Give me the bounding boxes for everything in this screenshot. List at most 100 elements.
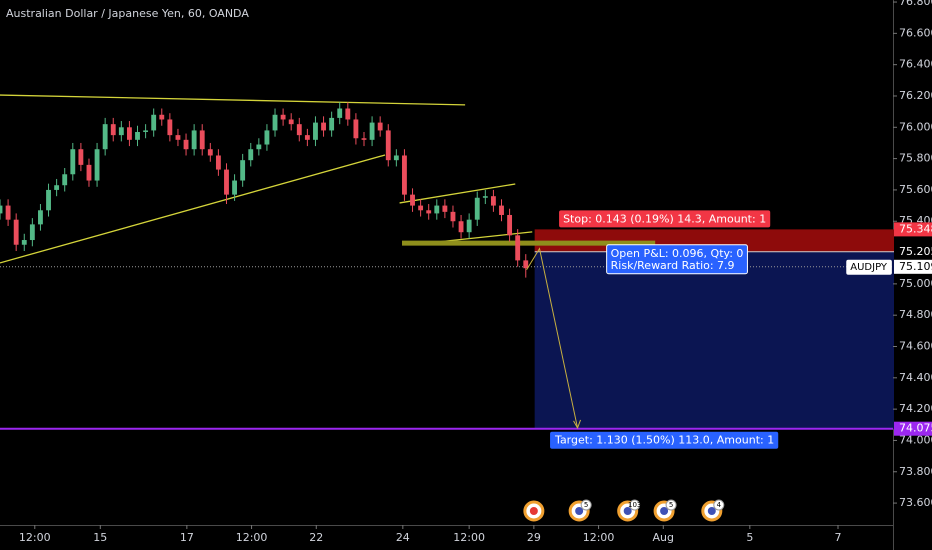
- candle-body: [175, 135, 181, 140]
- x-tick-label: 12:00: [236, 531, 268, 544]
- event-badge: [713, 499, 725, 511]
- target-label-box: [550, 431, 779, 449]
- candle-body: [224, 169, 229, 195]
- pnl-box: [606, 244, 748, 275]
- candle-body: [385, 130, 391, 161]
- x-tick-label: 15: [93, 531, 107, 544]
- price-tag: 75.109: [899, 260, 932, 273]
- target-label-group: Target: 1.130 (1.50%) 113.0, Amount: 1: [550, 431, 779, 449]
- candle-body: [5, 205, 11, 220]
- candle-body: [264, 130, 270, 145]
- y-tick-label: 73.800: [899, 465, 932, 478]
- candle-body: [393, 155, 399, 161]
- candle-body: [482, 196, 488, 198]
- candle-body: [345, 108, 351, 120]
- y-tick-label: 74.200: [899, 402, 932, 415]
- candle-body: [151, 114, 157, 131]
- candle-body: [458, 221, 464, 233]
- x-tick-label: 7: [834, 531, 841, 544]
- candle-body: [0, 205, 3, 214]
- event-count: 4: [717, 501, 722, 509]
- target-label: Target: 1.130 (1.50%) 113.0, Amount: 1: [554, 434, 774, 447]
- candle-body: [207, 149, 213, 156]
- candle-body: [272, 114, 278, 131]
- candle-body: [135, 131, 140, 140]
- y-tick-label: 75.000: [899, 277, 932, 290]
- candle-body: [304, 135, 310, 140]
- event-dot: [529, 507, 538, 515]
- y-tick-label: 75.600: [899, 183, 932, 196]
- candle-body: [288, 119, 294, 125]
- ratio-label: Risk/Reward Ratio: 7.9: [611, 259, 735, 272]
- price-axis-bg: [894, 0, 932, 550]
- candle-body: [321, 122, 326, 131]
- event-badge: [629, 499, 641, 511]
- candle-body: [143, 130, 149, 132]
- candle-body: [70, 149, 76, 175]
- candle-body: [256, 144, 262, 150]
- candle-body: [450, 211, 456, 222]
- price-tag-box: [894, 421, 932, 436]
- candle-body: [54, 185, 60, 190]
- candle-body: [353, 119, 359, 139]
- candle-body: [507, 214, 513, 236]
- candle-body: [499, 205, 504, 215]
- x-tick-label: Aug: [653, 531, 674, 544]
- event-dot: [623, 507, 632, 515]
- y-tick-label: 76.600: [899, 26, 932, 39]
- y-tick-label: 75.800: [899, 152, 932, 165]
- y-tick-label: 73.600: [899, 496, 932, 509]
- candle-body: [167, 119, 173, 136]
- stop-label-group: Stop: 0.143 (0.19%) 14.3, Amount: 1: [559, 210, 771, 228]
- x-tick-label: 29: [527, 531, 541, 544]
- candle-body: [280, 114, 286, 120]
- candle-body: [110, 124, 116, 136]
- candle-body: [442, 205, 448, 212]
- y-tick-label: 76.400: [899, 58, 932, 71]
- event-badge: [665, 499, 677, 511]
- candle-body: [191, 130, 197, 150]
- candle-body: [515, 235, 521, 261]
- candle-body: [199, 130, 205, 150]
- candle-body: [369, 122, 375, 140]
- candle-body: [329, 117, 335, 131]
- event-count: 103: [628, 501, 641, 509]
- trendline: [399, 183, 516, 204]
- candle-body: [21, 240, 27, 245]
- projection-arrow: [526, 247, 579, 429]
- candle-body: [377, 122, 383, 131]
- candle-body: [86, 164, 92, 181]
- x-tick-label: 12:00: [583, 531, 615, 544]
- x-tick-label: 17: [180, 531, 194, 544]
- y-tick-label: 74.800: [899, 308, 932, 321]
- symbol-label-group: AUDJPY: [846, 259, 892, 275]
- symbol-label-box: [846, 259, 892, 275]
- pnl-label: Open P&L: 0.096, Qty: 0: [611, 247, 744, 260]
- candle-body: [426, 210, 432, 214]
- trendline: [0, 94, 466, 106]
- candle-body: [38, 210, 43, 225]
- price-tag-box: [894, 259, 932, 274]
- candle-body: [240, 160, 246, 181]
- candle-body: [215, 155, 221, 170]
- chart-title: Australian Dollar / Japanese Yen, 60, OA…: [6, 7, 249, 20]
- candle-body: [29, 224, 35, 241]
- price-tag: 75.348: [899, 222, 932, 235]
- candle-body: [62, 174, 68, 186]
- event-count: 5: [584, 501, 588, 509]
- arrow-head: [573, 419, 582, 430]
- event-dot: [575, 507, 584, 515]
- candle-body: [232, 180, 238, 195]
- symbol-label: AUDJPY: [850, 262, 888, 273]
- candle-body: [402, 155, 407, 195]
- candle-body: [474, 197, 480, 220]
- x-tick-label: 22: [309, 531, 323, 544]
- candle-body: [78, 149, 84, 165]
- event-dot: [660, 507, 669, 515]
- candle-body: [434, 205, 440, 214]
- candle-body: [46, 189, 51, 211]
- candle-body: [313, 122, 318, 140]
